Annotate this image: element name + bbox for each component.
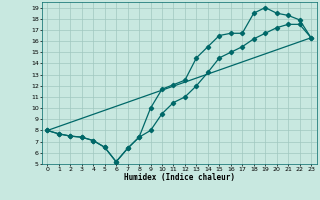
X-axis label: Humidex (Indice chaleur): Humidex (Indice chaleur)	[124, 173, 235, 182]
